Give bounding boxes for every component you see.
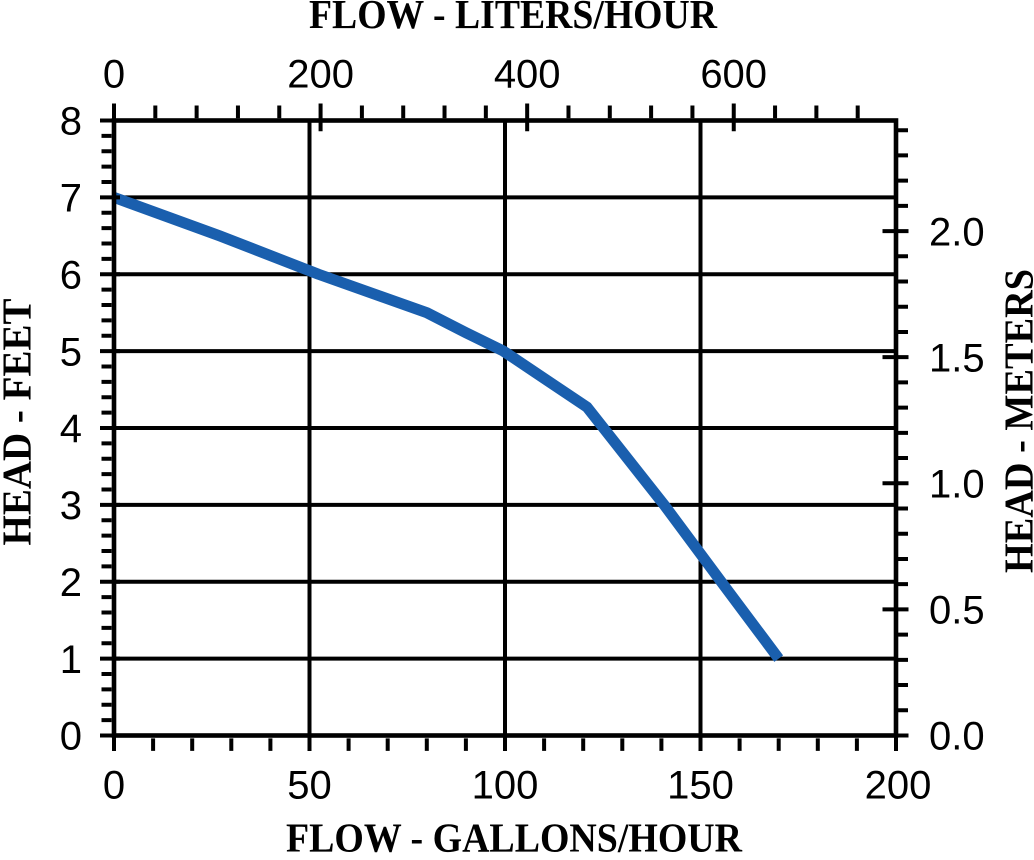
- svg-text:150: 150: [667, 764, 734, 808]
- svg-text:7: 7: [60, 177, 82, 221]
- svg-text:1.0: 1.0: [929, 463, 985, 507]
- svg-text:FLOW - LITERS/HOUR: FLOW - LITERS/HOUR: [309, 0, 717, 37]
- svg-text:50: 50: [287, 764, 332, 808]
- svg-text:0: 0: [103, 53, 125, 97]
- svg-text:1: 1: [60, 638, 82, 682]
- svg-text:FLOW - GALLONS/HOUR: FLOW - GALLONS/HOUR: [286, 815, 742, 856]
- svg-text:2: 2: [60, 561, 82, 605]
- svg-text:6: 6: [60, 253, 82, 297]
- svg-text:400: 400: [494, 53, 561, 97]
- svg-text:600: 600: [700, 53, 767, 97]
- svg-text:0: 0: [103, 764, 125, 808]
- svg-text:5: 5: [60, 330, 82, 374]
- svg-text:200: 200: [287, 53, 354, 97]
- svg-text:0.5: 0.5: [929, 589, 985, 633]
- svg-text:3: 3: [60, 484, 82, 528]
- svg-text:100: 100: [472, 764, 539, 808]
- svg-text:8: 8: [60, 100, 82, 144]
- svg-text:HEAD - METERS: HEAD - METERS: [996, 269, 1034, 573]
- svg-text:200: 200: [865, 764, 932, 808]
- svg-text:HEAD - FEET: HEAD - FEET: [0, 298, 39, 545]
- svg-text:4: 4: [60, 407, 82, 451]
- svg-text:0.0: 0.0: [929, 715, 985, 759]
- svg-text:0: 0: [60, 715, 82, 759]
- svg-text:1.5: 1.5: [929, 336, 985, 380]
- svg-text:2.0: 2.0: [929, 210, 985, 254]
